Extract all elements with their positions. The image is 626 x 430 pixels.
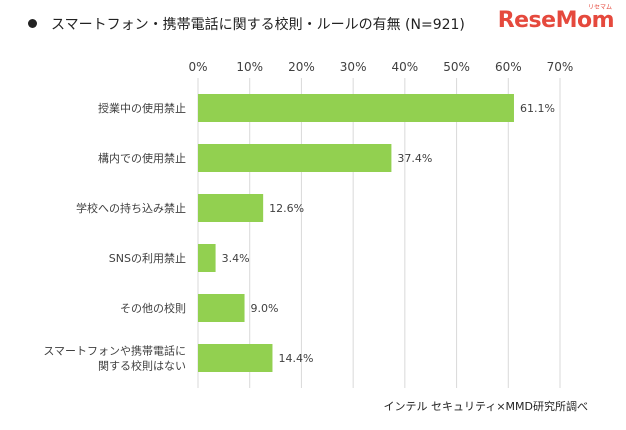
logo-ruby: リセマム: [587, 4, 612, 11]
value-label: 12.6%: [269, 202, 304, 215]
category-label: 学校への持ち込み禁止: [76, 201, 186, 215]
x-tick-label: 0%: [188, 60, 207, 74]
x-tick-label: 50%: [443, 60, 470, 74]
resemom-logo: ReseMom: [497, 8, 615, 33]
bar: [198, 194, 264, 222]
x-tick-label: 70%: [547, 60, 574, 74]
category-label: 授業中の使用禁止: [98, 101, 186, 115]
value-label: 37.4%: [397, 152, 432, 165]
bar: [198, 244, 216, 272]
value-label: 61.1%: [520, 102, 555, 115]
x-tick-label: 10%: [236, 60, 263, 74]
source-note: インテル セキュリティ×MMD研究所調べ: [383, 400, 588, 413]
category-label: SNSの利用禁止: [109, 252, 186, 265]
x-tick-label: 60%: [495, 60, 522, 74]
bar: [198, 94, 514, 122]
x-tick-label: 40%: [392, 60, 419, 74]
chart-title-row: スマートフォン・携帯電話に関する校則・ルールの有無 (N=921): [28, 14, 465, 34]
category-label: その他の校則: [120, 301, 186, 315]
bar: [198, 294, 245, 322]
bar: [198, 344, 273, 372]
category-label: スマートフォンや携帯電話に関する校則はない: [43, 344, 186, 373]
value-label: 9.0%: [251, 302, 279, 315]
bullet-icon: [28, 19, 37, 28]
category-label: 構内での使用禁止: [98, 151, 186, 165]
x-tick-label: 30%: [340, 60, 367, 74]
value-label: 3.4%: [222, 252, 250, 265]
bar: [198, 144, 392, 172]
x-tick-label: 20%: [288, 60, 315, 74]
chart-title: スマートフォン・携帯電話に関する校則・ルールの有無 (N=921): [51, 17, 465, 33]
value-label: 14.4%: [278, 352, 313, 365]
